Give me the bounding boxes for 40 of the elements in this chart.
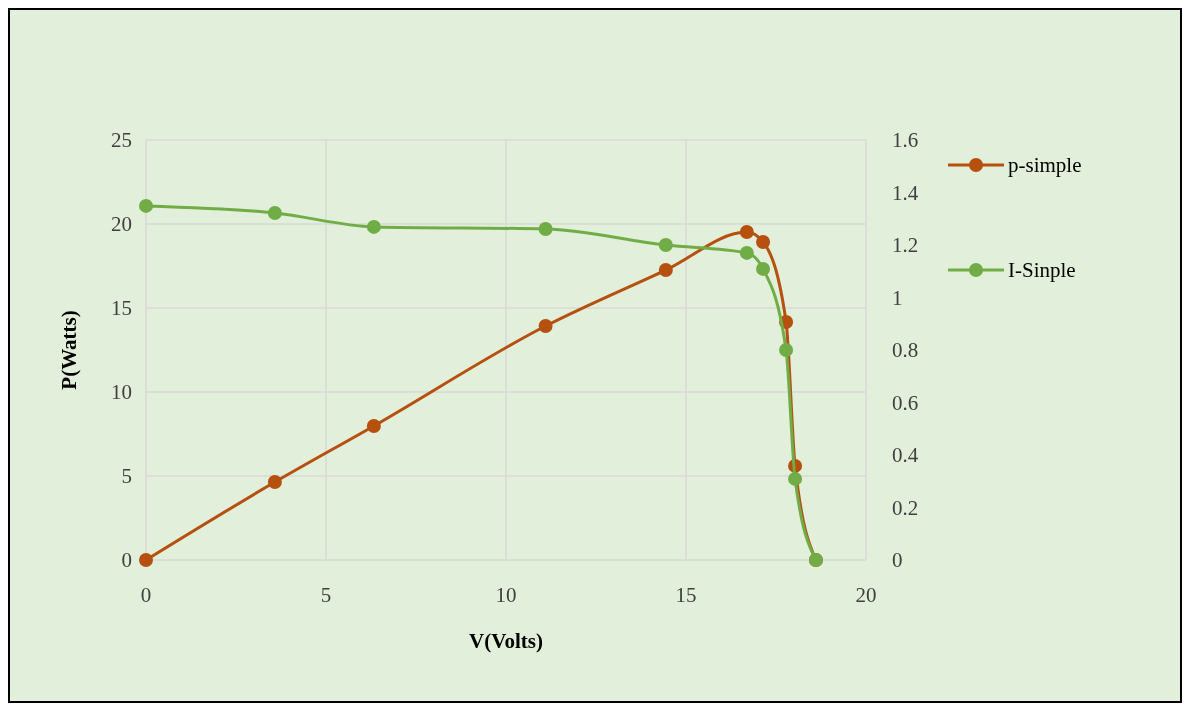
point [739, 225, 754, 240]
point [658, 263, 673, 278]
point [366, 418, 381, 433]
legend-label: p-simple [1008, 153, 1082, 177]
y2-tick-label: 0.4 [892, 443, 919, 467]
legend-label: I-Sinple [1008, 258, 1076, 282]
x-axis-title: V(Volts) [469, 629, 543, 653]
x-tick-label: 20 [855, 583, 877, 607]
y2-tick-label: 1.6 [892, 128, 919, 152]
y2-tick-label: 0.6 [892, 390, 919, 415]
y2-tick-label: 0.8 [892, 338, 919, 362]
y-tick-label: 10 [111, 380, 132, 404]
point [779, 343, 794, 357]
x-tick-label: 0 [140, 583, 152, 607]
point [267, 205, 282, 220]
point [139, 198, 153, 213]
point [538, 318, 553, 333]
y2-tick-label: 1.2 [892, 233, 919, 257]
point [788, 471, 803, 486]
point [366, 219, 381, 234]
y2-tick-label: 0 [892, 548, 903, 572]
point [658, 238, 673, 252]
y-axis-title: P(Watts) [57, 310, 81, 390]
x-tick-label: 15 [675, 583, 697, 607]
y2-tick-label: 1.4 [892, 180, 919, 205]
y-tick-label: 5 [121, 464, 132, 488]
point [739, 245, 754, 260]
y-tick-label: 15 [111, 296, 132, 320]
point [139, 553, 153, 567]
y2-tick-label: 1 [892, 285, 903, 310]
y-tick-label: 20 [111, 212, 132, 236]
y2-tick-label: 0.2 [892, 495, 919, 520]
point [538, 221, 553, 236]
point [756, 234, 771, 249]
point [756, 261, 771, 276]
x-tick-label: 10 [495, 583, 517, 607]
y-tick-label: 0 [121, 548, 132, 572]
y-tick-label: 25 [111, 128, 132, 152]
x-tick-label: 5 [320, 583, 332, 607]
point [267, 475, 282, 490]
